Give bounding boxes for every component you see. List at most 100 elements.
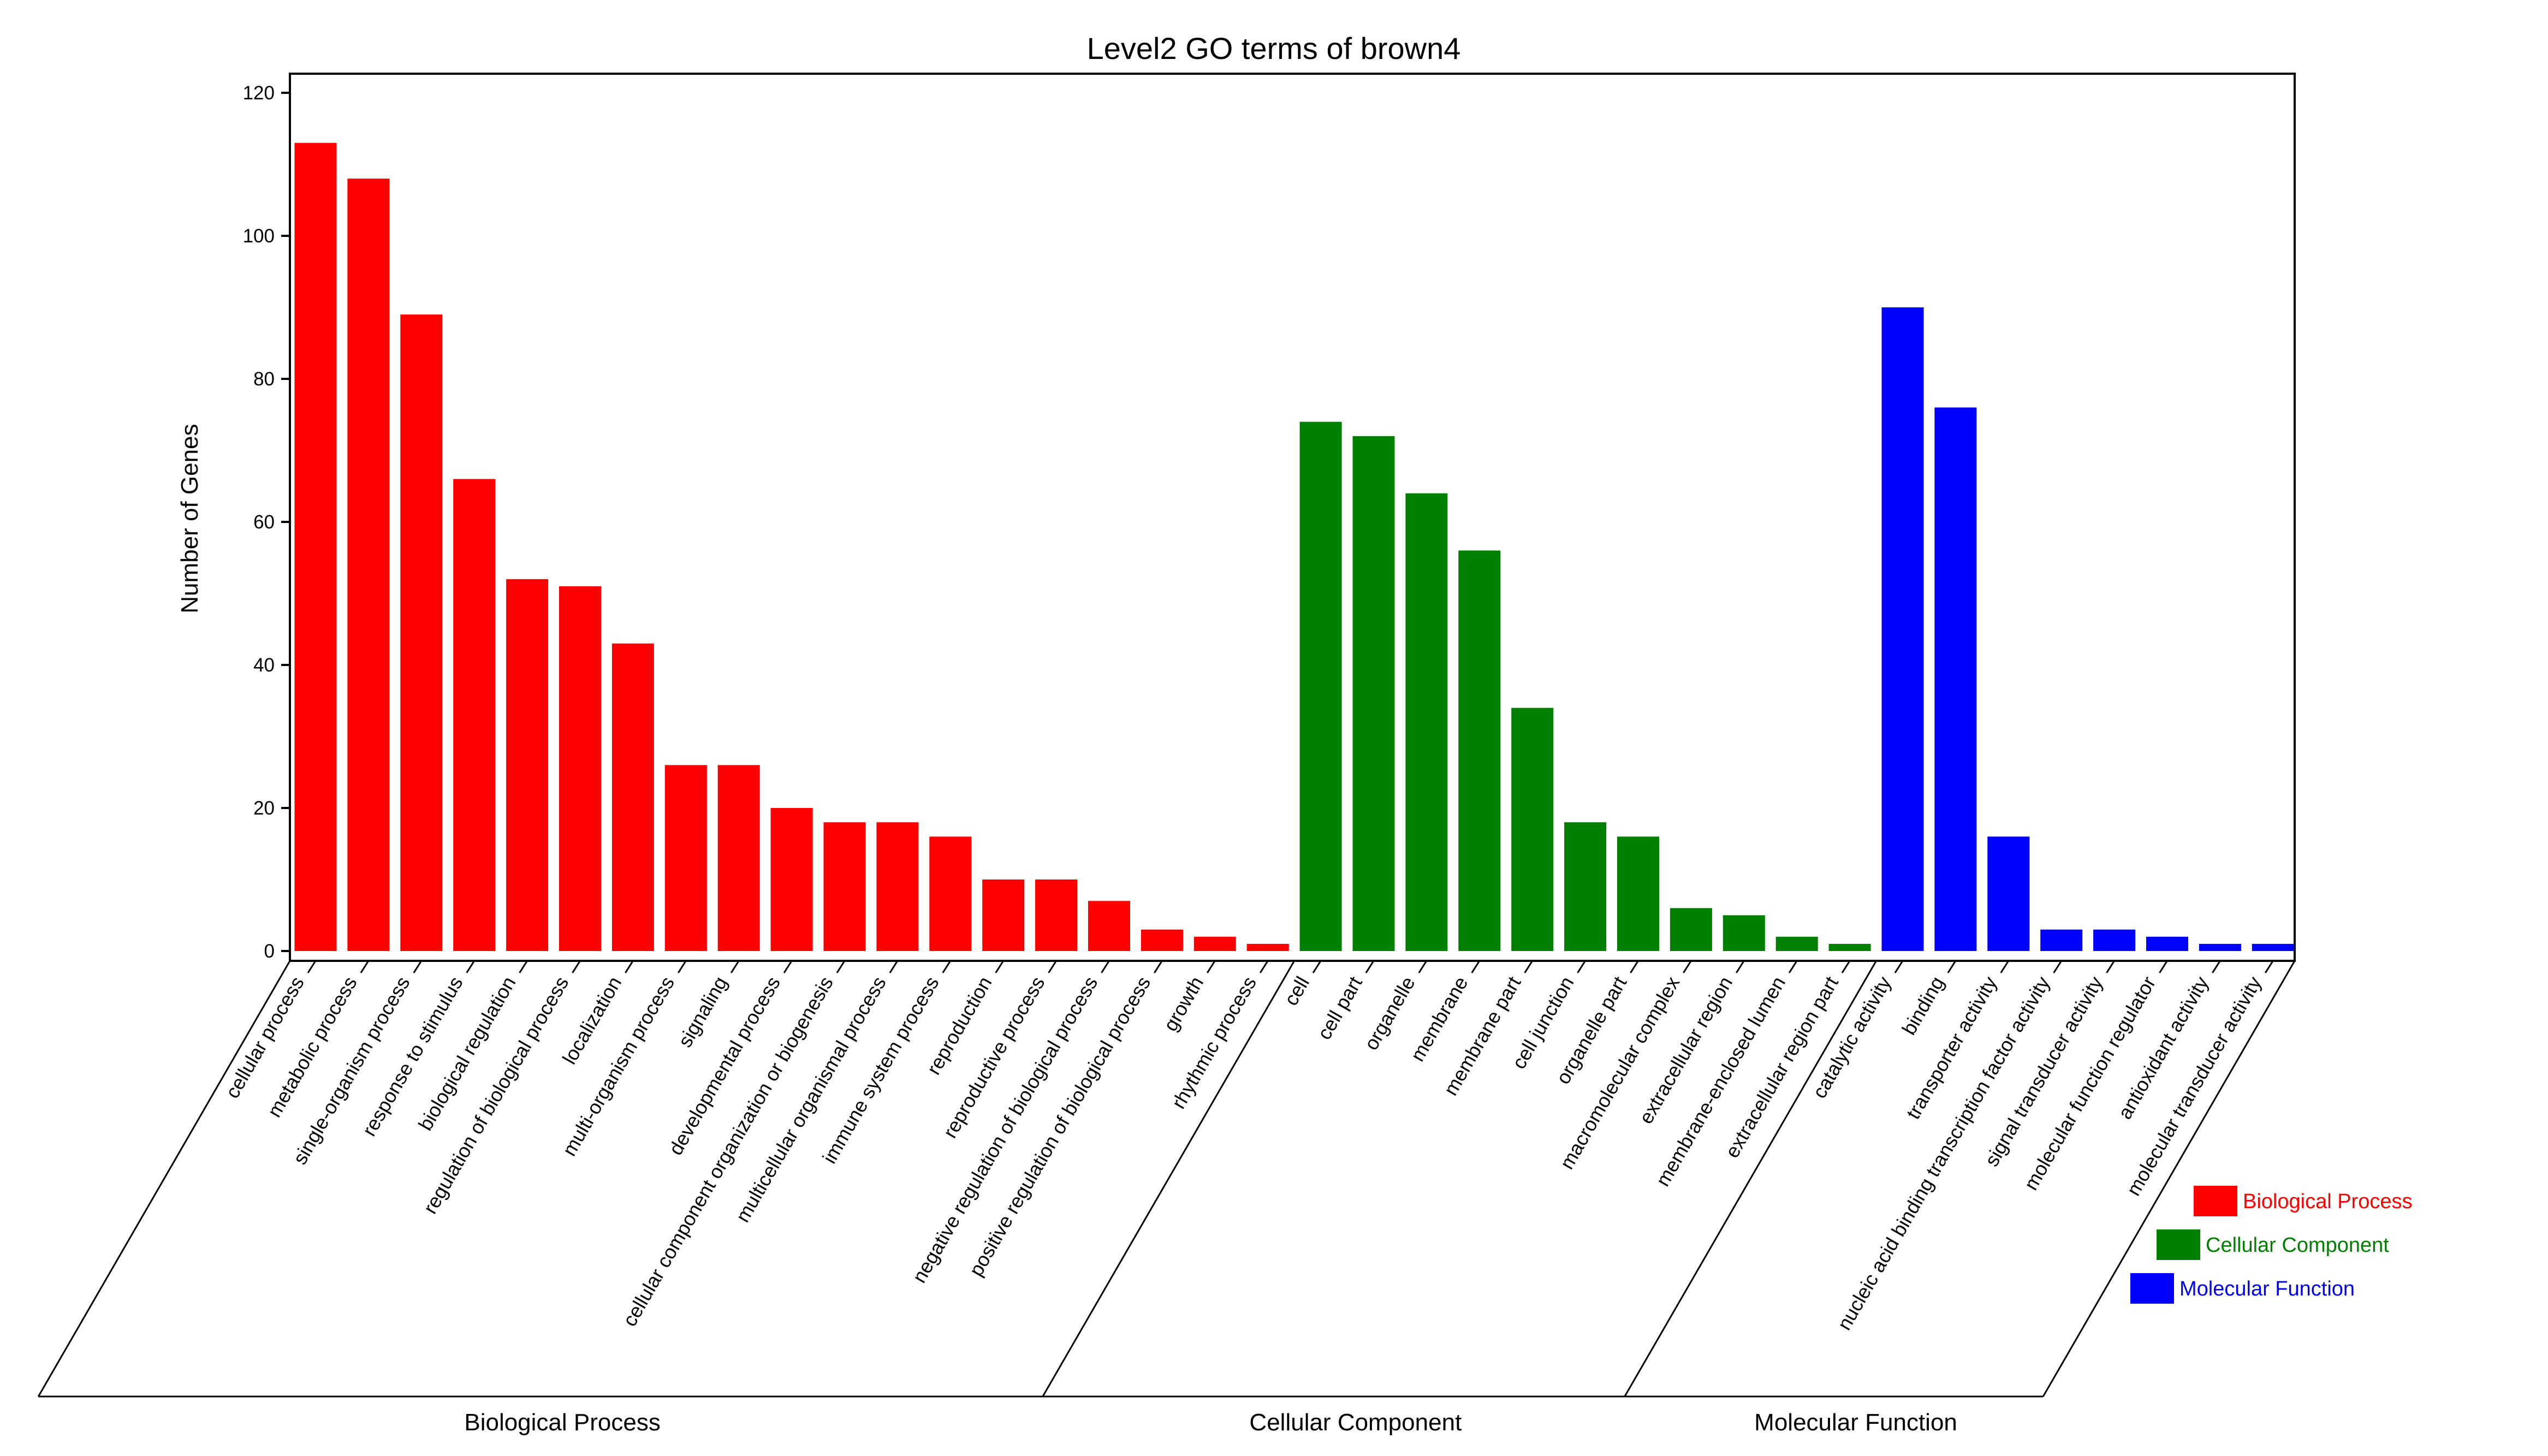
bar-nucleic-acid-binding-transcription-factor-activity bbox=[2040, 929, 2083, 951]
x-tick-mark bbox=[889, 960, 899, 973]
x-tick-label-growth: growth bbox=[1159, 973, 1208, 1035]
x-tick-mark bbox=[1788, 960, 1798, 973]
y-tick-label: 20 bbox=[253, 798, 275, 819]
x-tick-mark bbox=[360, 960, 370, 973]
bar-multi-organism-process bbox=[664, 765, 707, 951]
x-tick-label-biological-regulation: biological regulation bbox=[414, 973, 520, 1134]
x-tick-mark bbox=[942, 960, 952, 973]
bars-layer bbox=[294, 142, 2294, 952]
bar-cellular-component-organization-or-biogenesis bbox=[823, 822, 866, 951]
bar-transporter-activity bbox=[1987, 836, 2030, 951]
x-tick-label-organelle: organelle bbox=[1359, 973, 1419, 1054]
bar-molecular-transducer-activity bbox=[2252, 943, 2294, 951]
x-tick-label-reproductive-process: reproductive process bbox=[939, 973, 1049, 1142]
y-tick-label: 40 bbox=[253, 655, 275, 676]
x-tick-mark bbox=[307, 960, 317, 973]
bar-signal-transducer-activity bbox=[2093, 929, 2136, 951]
bar-cell-part bbox=[1352, 436, 1395, 951]
bracket-divider bbox=[1624, 960, 1877, 1397]
x-tick-mark bbox=[1947, 960, 1957, 973]
x-tick-label-cell-part: cell part bbox=[1312, 973, 1367, 1044]
group-label-molecular-function: Molecular Function bbox=[1754, 1409, 1957, 1436]
bar-organelle bbox=[1405, 493, 1448, 951]
legend-swatch-molecular-function bbox=[2130, 1273, 2174, 1304]
bar-metabolic-process bbox=[347, 179, 390, 952]
y-axis: 0 20 40 60 80 100 120 bbox=[243, 82, 290, 962]
x-tick-mark bbox=[1683, 960, 1692, 973]
bar-catalytic-activity bbox=[1881, 307, 1924, 951]
bar-cellular-process bbox=[294, 142, 337, 952]
x-tick-mark bbox=[678, 960, 687, 973]
bar-positive-regulation-of-biological-process bbox=[1141, 929, 1183, 951]
y-tick-label: 120 bbox=[243, 82, 275, 104]
bar-macromolecular-complex bbox=[1670, 908, 1712, 951]
x-tick-mark bbox=[625, 960, 634, 973]
bar-cell-junction bbox=[1564, 822, 1607, 951]
x-tick-mark bbox=[836, 960, 846, 973]
legend-label-biological-process: Biological Process bbox=[2243, 1190, 2412, 1213]
x-tick-mark bbox=[2159, 960, 2168, 973]
bar-biological-regulation bbox=[506, 579, 549, 951]
y-tick-label: 100 bbox=[243, 225, 275, 247]
x-tick-mark bbox=[730, 960, 740, 973]
bar-signaling bbox=[717, 765, 760, 951]
x-tick-mark bbox=[1524, 960, 1533, 973]
x-tick-mark bbox=[1259, 960, 1269, 973]
x-tick-mark bbox=[995, 960, 1004, 973]
bar-immune-system-process bbox=[929, 836, 972, 951]
legend-label-cellular-component: Cellular Component bbox=[2206, 1234, 2389, 1257]
bar-binding bbox=[1934, 407, 1977, 951]
bar-membrane-enclosed-lumen bbox=[1775, 936, 1818, 951]
x-tick-label-extracellular-region: extracellular region bbox=[1635, 973, 1737, 1128]
bar-localization bbox=[611, 643, 654, 951]
bar-regulation-of-biological-process bbox=[559, 586, 601, 951]
x-tick-label-binding: binding bbox=[1897, 973, 1949, 1039]
y-tick-label: 0 bbox=[264, 941, 275, 962]
bar-multicellular-organismal-process bbox=[876, 822, 919, 951]
bar-cell bbox=[1299, 421, 1342, 951]
bar-reproductive-process bbox=[1035, 879, 1078, 951]
x-tick-mark bbox=[1365, 960, 1375, 973]
bar-membrane bbox=[1458, 550, 1501, 951]
legend-swatch-cellular-component bbox=[2157, 1229, 2200, 1260]
x-tick-mark bbox=[1630, 960, 1639, 973]
bar-negative-regulation-of-biological-process bbox=[1088, 901, 1130, 951]
bar-extracellular-region bbox=[1723, 915, 1765, 951]
x-tick-mark bbox=[1841, 960, 1851, 973]
x-tick-mark bbox=[1418, 960, 1428, 973]
bar-growth bbox=[1193, 936, 1236, 951]
x-tick-mark bbox=[783, 960, 793, 973]
legend-swatch-biological-process bbox=[2194, 1186, 2237, 1216]
group-brackets: Biological Process Cellular Component Mole… bbox=[37, 960, 2296, 1436]
y-tick-label: 80 bbox=[253, 369, 275, 390]
x-tick-mark bbox=[1736, 960, 1745, 973]
bar-extracellular-region-part bbox=[1828, 943, 1871, 951]
bar-rhythmic-process bbox=[1246, 943, 1289, 951]
x-tick-mark bbox=[519, 960, 528, 973]
bar-reproduction bbox=[982, 879, 1025, 951]
x-tick-label-signaling: signaling bbox=[674, 973, 732, 1051]
x-tick-mark bbox=[2212, 960, 2221, 973]
x-tick-mark bbox=[1894, 960, 1904, 973]
x-tick-mark bbox=[1577, 960, 1586, 973]
bracket-divider bbox=[37, 960, 291, 1397]
x-tick-mark bbox=[1471, 960, 1481, 973]
legend-label-molecular-function: Molecular Function bbox=[2179, 1277, 2355, 1300]
bar-membrane-part bbox=[1511, 708, 1554, 951]
x-tick-mark bbox=[2265, 960, 2274, 973]
x-tick-mark bbox=[1154, 960, 1163, 973]
x-tick-mark bbox=[572, 960, 581, 973]
x-tick-mark bbox=[1048, 960, 1057, 973]
legend: Biological Process Cellular Component Mole… bbox=[2130, 1186, 2412, 1304]
bar-organelle-part bbox=[1617, 836, 1659, 951]
x-tick-mark bbox=[1101, 960, 1110, 973]
bracket-divider bbox=[2042, 960, 2296, 1397]
x-tick-mark bbox=[2106, 960, 2115, 973]
group-label-cellular-component: Cellular Component bbox=[1249, 1409, 1462, 1436]
plot-frame bbox=[289, 73, 2296, 962]
chart-title: Level2 GO terms of brown4 bbox=[1087, 31, 1461, 66]
bar-single-organism-process bbox=[400, 314, 443, 951]
bar-developmental-process bbox=[770, 808, 813, 951]
